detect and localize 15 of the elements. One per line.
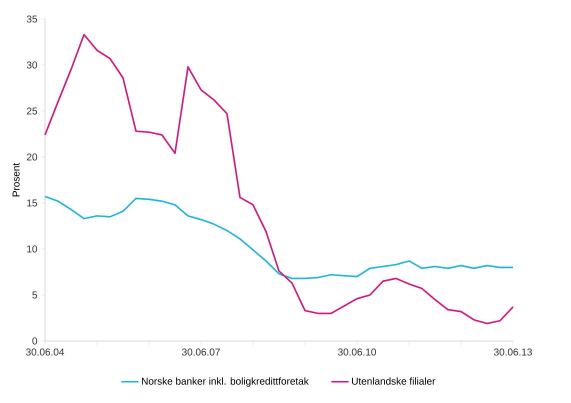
y-tick-label: 25: [26, 107, 38, 115]
y-tick-label: 0: [32, 337, 38, 345]
legend-label: Norske banker inkl. boligkredittforetak: [142, 377, 309, 387]
y-axis-title: Prosent: [12, 162, 20, 196]
y-tick-label: 30: [26, 61, 38, 69]
y-tick-label: 35: [26, 15, 38, 23]
x-tick-label: 30.06.10: [338, 348, 376, 356]
y-tick-label: 5: [32, 292, 38, 298]
x-tick-label: 30.06.04: [26, 348, 64, 356]
legend-label: Utenlandske filialer: [352, 377, 436, 385]
x-tick-label: 30.06.07: [182, 348, 220, 356]
y-tick-label: 20: [26, 153, 38, 161]
x-tick-label: 30.06.13: [494, 348, 532, 356]
y-tick-label: 15: [27, 200, 38, 206]
y-tick-label: 10: [27, 245, 38, 253]
